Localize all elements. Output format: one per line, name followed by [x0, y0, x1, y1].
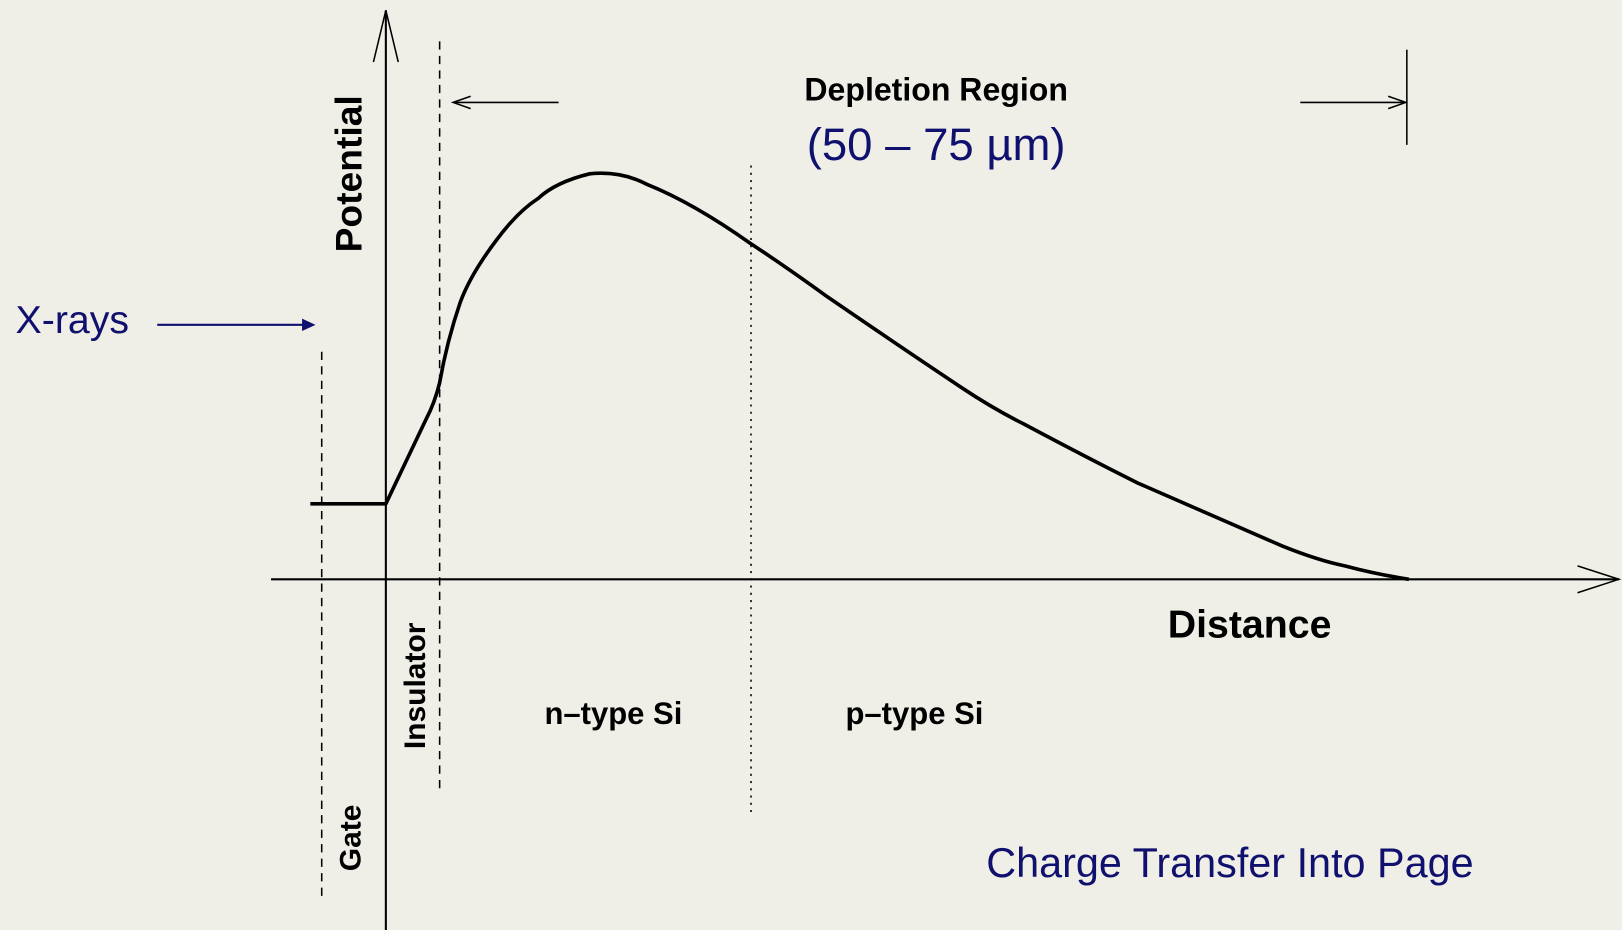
n-type-label: n–type Si [544, 696, 682, 731]
arrow-head [1387, 95, 1409, 110]
y-axis-label: Potential [328, 95, 370, 252]
y-axis-arrow [372, 10, 400, 63]
xray-label: X-rays [16, 298, 130, 342]
x-axis-label: Distance [1168, 602, 1332, 646]
arrow-head [450, 95, 471, 110]
arrow-head [302, 318, 316, 332]
region-size: (50 – 75 µm) [807, 119, 1066, 170]
insulator-label: Insulator [399, 622, 432, 749]
note: Charge Transfer Into Page [986, 840, 1473, 886]
potential-curve [310, 171, 1410, 582]
region-label: Depletion Region [804, 72, 1068, 108]
gate-label: Gate [335, 805, 368, 872]
x-axis-arrow [1577, 565, 1622, 594]
p-type-label: p–type Si [845, 696, 983, 731]
